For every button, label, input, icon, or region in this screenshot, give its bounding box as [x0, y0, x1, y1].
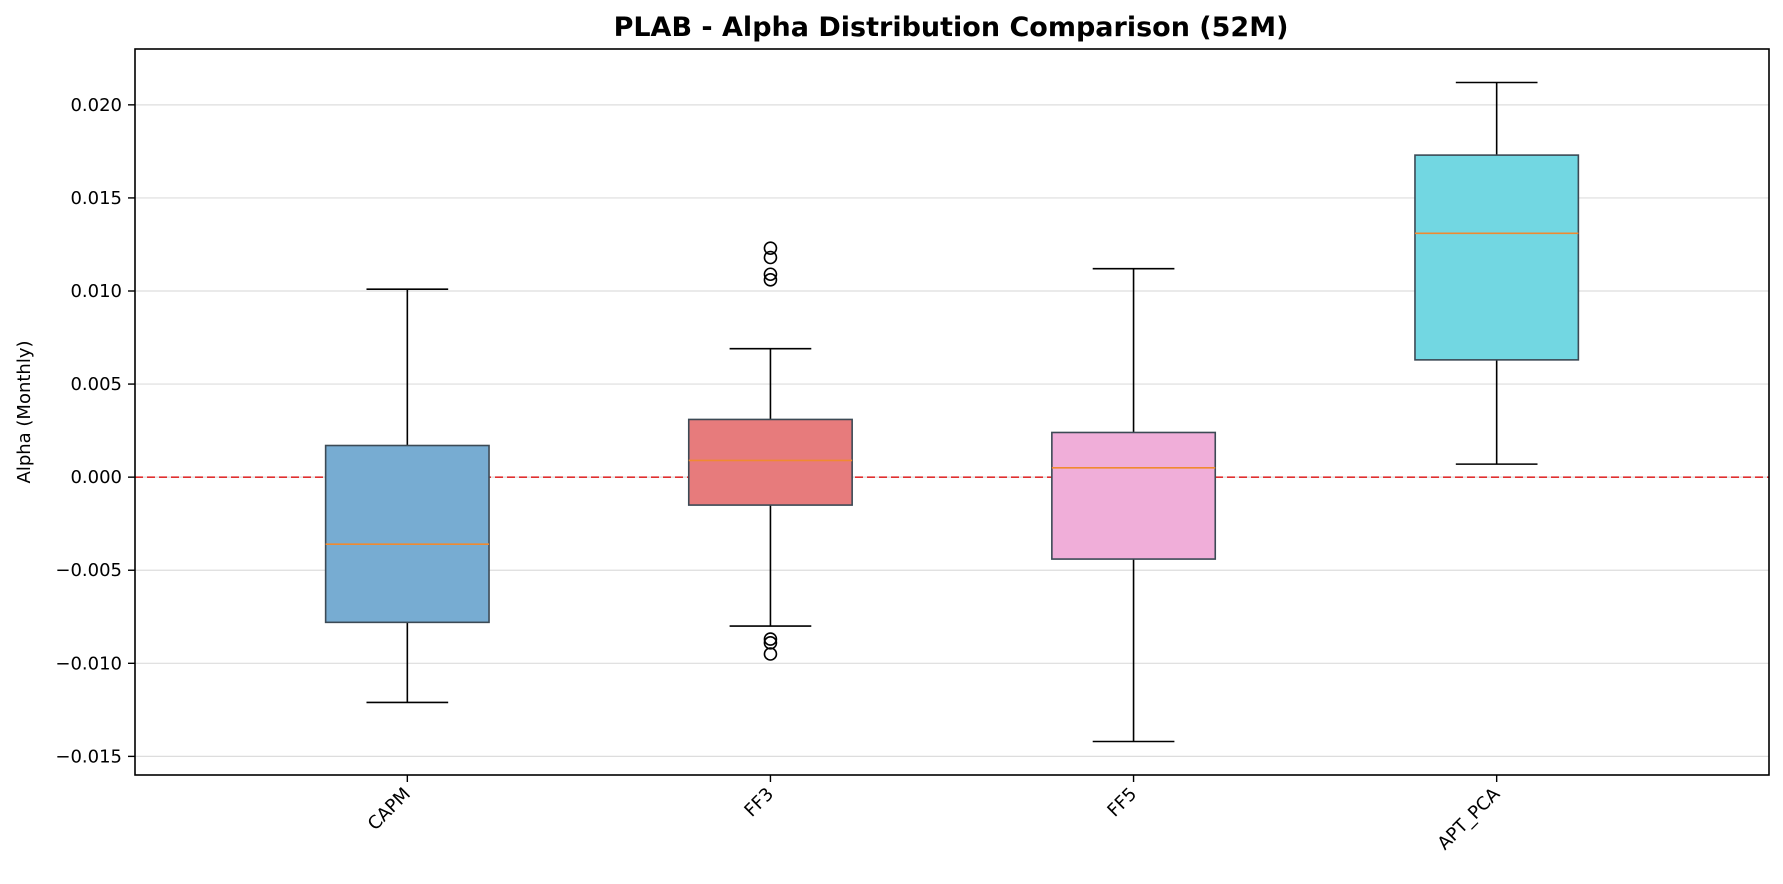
outlier-point [763, 636, 778, 650]
x-tick-label: APT_PCA [1434, 783, 1505, 854]
outlier-point [763, 273, 778, 287]
iqr-box [1414, 154, 1580, 361]
box-ff3 [687, 241, 853, 661]
box-capm [324, 288, 490, 704]
y-tick-layer: −0.015 −0.010 −0.005 0.000 0.005 0.010 0.015 0.… [55, 95, 135, 767]
outlier-point [763, 647, 778, 661]
chart-title: PLAB - Alpha Distribution Comparison (52… [614, 12, 1289, 43]
iqr-box [324, 444, 490, 624]
box-layer [324, 81, 1580, 743]
y-tick-label: 0.000 [70, 467, 122, 488]
y-tick-label: 0.010 [70, 281, 122, 302]
y-tick-label: 0.020 [70, 95, 122, 116]
iqr-box [1051, 431, 1217, 560]
x-tick-label: CAPM [364, 784, 415, 835]
y-tick-label: −0.015 [55, 746, 122, 767]
box-apt-pca [1414, 81, 1580, 465]
outlier-point [763, 267, 778, 282]
y-tick-label: 0.015 [70, 188, 122, 209]
box-ff5 [1051, 267, 1217, 743]
y-tick-label: −0.010 [55, 653, 122, 674]
outlier-point [763, 632, 778, 646]
plot-frame [134, 48, 1770, 776]
y-axis-label: Alpha (Monthly) [14, 340, 35, 483]
iqr-box [687, 418, 853, 506]
outlier-point [763, 250, 778, 265]
x-tick-label: FF5 [1103, 784, 1141, 822]
x-tick-label: FF3 [740, 784, 778, 822]
outlier-point [763, 241, 778, 255]
y-tick-label: 0.005 [70, 374, 122, 395]
x-tick-layer: CAPM FF3 FF5 APT_PCA [364, 775, 1505, 854]
y-tick-label: −0.005 [55, 560, 122, 581]
